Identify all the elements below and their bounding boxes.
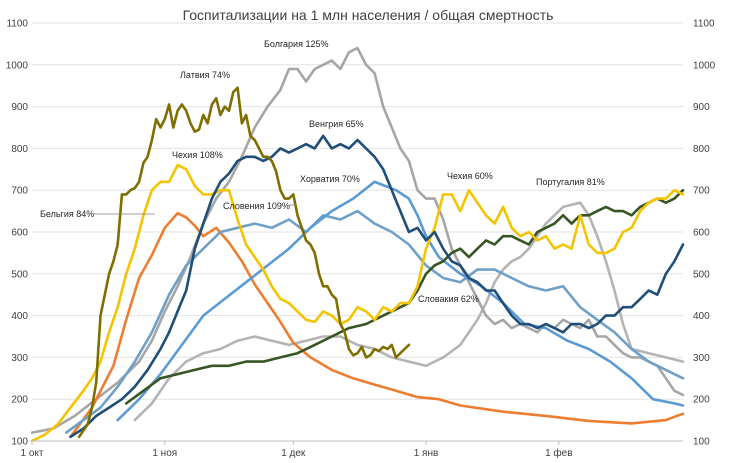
left-y-axis: 100 200 300 400 500 600 700 800 900 1000 1100 <box>6 19 29 448</box>
annotation-label: Чехия 108% <box>172 150 223 160</box>
y-tick-right-1100: 1100 <box>693 19 715 30</box>
y-tick-right-200: 200 <box>693 395 710 406</box>
y-tick-right-600: 600 <box>693 228 710 239</box>
x-tick-label: 1 янв <box>414 448 439 459</box>
y-tick-left-200: 200 <box>11 395 28 406</box>
annotation-label: Словакия 62% <box>418 294 479 304</box>
annotation-label: Болгария 125% <box>264 39 328 49</box>
annotation-label: Хорватия 70% <box>300 174 360 184</box>
annotation-label: Словения 109% <box>223 201 290 211</box>
y-tick-right-800: 800 <box>693 144 710 155</box>
annotation-label: Португалия 81% <box>536 177 605 187</box>
y-tick-right-100: 100 <box>693 437 710 448</box>
y-tick-left-600: 600 <box>11 228 28 239</box>
y-tick-left-1100: 1100 <box>6 19 28 30</box>
x-tick-label: 1 фев <box>545 447 572 459</box>
annotation-label: Бельгия 84% <box>40 209 94 219</box>
x-axis: 1 окт 1 ноя 1 дек 1 янв 1 фев <box>21 440 683 459</box>
y-tick-right-1000: 1000 <box>693 60 716 71</box>
series-line <box>30 163 685 443</box>
y-tick-right-400: 400 <box>693 311 710 322</box>
annotations: Болгария 125% Латвия 74% Венгрия 65% Чехия … <box>40 39 605 304</box>
y-tick-right-700: 700 <box>693 186 710 197</box>
annotation-label: Чехия 60% <box>447 171 493 181</box>
y-tick-left-400: 400 <box>11 311 28 322</box>
series-line <box>30 46 685 434</box>
series-line <box>116 180 685 422</box>
annotation-label: Венгрия 65% <box>309 119 364 129</box>
series-line <box>77 86 411 439</box>
series-line <box>133 201 685 422</box>
y-tick-right-900: 900 <box>693 102 710 113</box>
chart-title: Госпитализации на 1 млн населения / обща… <box>183 7 554 23</box>
series-line <box>69 134 685 439</box>
y-tick-left-500: 500 <box>11 269 28 280</box>
series-line <box>124 188 685 405</box>
series-line <box>69 211 685 439</box>
annotation-label: Латвия 74% <box>180 70 230 80</box>
y-tick-right-300: 300 <box>693 353 710 364</box>
y-tick-left-700: 700 <box>11 186 28 197</box>
series-line <box>65 209 685 434</box>
x-tick-label: 1 ноя <box>152 448 177 459</box>
y-tick-left-300: 300 <box>11 353 28 364</box>
y-tick-left-1000: 1000 <box>6 60 29 71</box>
x-tick-label: 1 окт <box>21 448 44 459</box>
x-tick-label: 1 дек <box>281 448 306 459</box>
y-tick-left-900: 900 <box>11 102 28 113</box>
y-tick-left-100: 100 <box>11 437 28 448</box>
right-y-axis: 100 200 300 400 500 600 700 800 900 1000 1100 <box>693 19 716 448</box>
y-tick-left-800: 800 <box>11 144 28 155</box>
series-lines <box>30 46 685 443</box>
y-tick-right-500: 500 <box>693 269 710 280</box>
